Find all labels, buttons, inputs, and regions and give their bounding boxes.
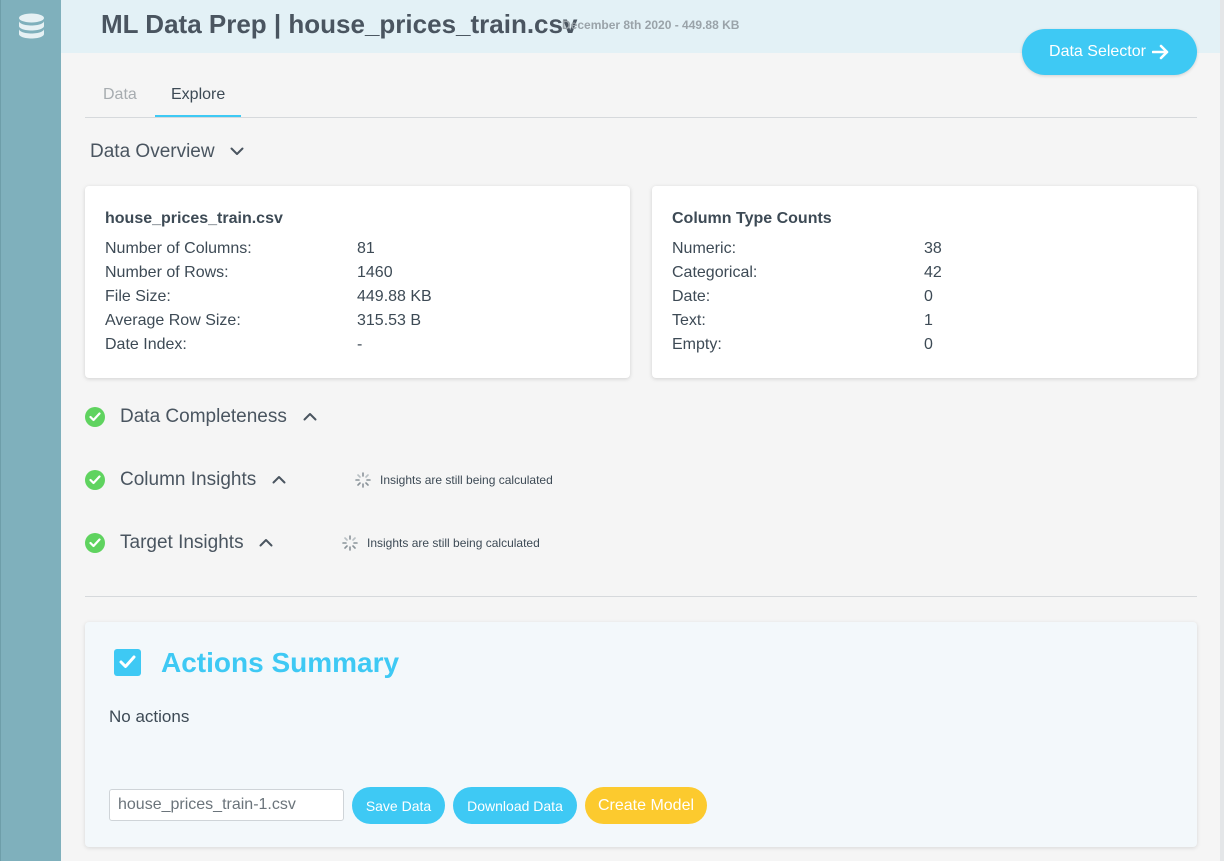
target-insights-toggle[interactable]: Target Insights bbox=[120, 532, 244, 554]
stat-label: Number of Columns: bbox=[105, 240, 252, 257]
stat-value: - bbox=[357, 336, 363, 353]
type-label: Date: bbox=[672, 288, 711, 305]
download-data-button[interactable]: Download Data bbox=[453, 787, 577, 824]
data-selector-label: Data Selector bbox=[1049, 43, 1146, 60]
save-data-button[interactable]: Save Data bbox=[352, 787, 445, 824]
stat-value: 1460 bbox=[357, 264, 393, 281]
stat-row: File Size: 449.88 KB bbox=[105, 288, 525, 312]
sidebar bbox=[0, 0, 61, 861]
stat-label: Date Index: bbox=[105, 336, 187, 353]
tab-explore[interactable]: Explore bbox=[171, 86, 226, 103]
type-label: Numeric: bbox=[672, 240, 737, 257]
type-count: 1 bbox=[924, 312, 933, 329]
data-overview-title: Data Overview bbox=[90, 141, 215, 162]
page-title: ML Data Prep | house_prices_train.csv bbox=[101, 9, 578, 39]
stat-label: Number of Rows: bbox=[105, 264, 229, 281]
check-circle-icon bbox=[85, 407, 105, 427]
tab-bar: Data Explore bbox=[85, 80, 1197, 118]
stat-value: 81 bbox=[357, 240, 375, 257]
type-row: Text: 1 bbox=[672, 312, 1092, 336]
active-tab-indicator bbox=[155, 115, 241, 117]
type-row: Empty: 0 bbox=[672, 336, 1092, 360]
file-meta: December 8th 2020 - 449.88 KB bbox=[562, 18, 740, 32]
stat-value: 449.88 KB bbox=[357, 288, 432, 305]
type-label: Categorical: bbox=[672, 264, 758, 281]
stat-value: 315.53 B bbox=[357, 312, 422, 329]
data-overview-toggle[interactable]: Data Overview bbox=[90, 141, 215, 163]
insights-status-text: Insights are still being calculated bbox=[380, 473, 553, 487]
stat-row: Number of Columns: 81 bbox=[105, 240, 525, 264]
database-icon[interactable] bbox=[18, 13, 45, 43]
file-summary-card: house_prices_train.csv Number of Columns… bbox=[85, 186, 630, 378]
actions-summary-panel: Actions Summary No actions Save Data Dow… bbox=[85, 622, 1197, 847]
section-title: Column Insights bbox=[120, 469, 257, 490]
file-stats: Number of Columns: 81 Number of Rows: 1460… bbox=[105, 240, 525, 360]
actions-checkbox[interactable] bbox=[114, 649, 141, 676]
filename-input[interactable] bbox=[109, 789, 344, 821]
chevron-down-icon[interactable] bbox=[230, 147, 244, 156]
chevron-up-icon[interactable] bbox=[259, 538, 273, 547]
type-row: Numeric: 38 bbox=[672, 240, 1092, 264]
stat-row: Date Index: - bbox=[105, 336, 525, 360]
scrollbar[interactable] bbox=[1220, 0, 1224, 861]
type-row: Categorical: 42 bbox=[672, 264, 1092, 288]
section-title: Target Insights bbox=[120, 532, 244, 553]
column-types-card: Column Type Counts Numeric: 38 Categorica… bbox=[652, 186, 1197, 378]
check-circle-icon bbox=[85, 470, 105, 490]
no-actions-text: No actions bbox=[109, 707, 190, 726]
spinner-icon bbox=[342, 535, 358, 551]
type-label: Empty: bbox=[672, 336, 722, 353]
data-selector-button[interactable]: Data Selector bbox=[1022, 29, 1197, 75]
checkmark-icon bbox=[119, 655, 136, 668]
type-card-title: Column Type Counts bbox=[672, 210, 832, 227]
arrow-right-icon bbox=[1151, 44, 1169, 60]
type-count: 0 bbox=[924, 288, 933, 305]
section-title: Data Completeness bbox=[120, 406, 287, 427]
stat-row: Number of Rows: 1460 bbox=[105, 264, 525, 288]
chevron-up-icon[interactable] bbox=[272, 475, 286, 484]
tab-data[interactable]: Data bbox=[103, 86, 137, 103]
type-count: 0 bbox=[924, 336, 933, 353]
data-completeness-toggle[interactable]: Data Completeness bbox=[120, 406, 287, 428]
check-circle-icon bbox=[85, 533, 105, 553]
spinner-icon bbox=[355, 472, 371, 488]
column-insights-toggle[interactable]: Column Insights bbox=[120, 469, 256, 491]
type-row: Date: 0 bbox=[672, 288, 1092, 312]
insights-status-text: Insights are still being calculated bbox=[367, 536, 540, 550]
create-model-button[interactable]: Create Model bbox=[585, 787, 707, 824]
page-header: ML Data Prep | house_prices_train.csv De… bbox=[61, 0, 1224, 53]
divider bbox=[85, 596, 1197, 597]
type-label: Text: bbox=[672, 312, 706, 329]
stat-row: Average Row Size: 315.53 B bbox=[105, 312, 525, 336]
chevron-up-icon[interactable] bbox=[303, 412, 317, 421]
file-card-title: house_prices_train.csv bbox=[105, 210, 283, 227]
type-count: 42 bbox=[924, 264, 942, 281]
actions-summary-title: Actions Summary bbox=[161, 647, 400, 678]
stat-label: File Size: bbox=[105, 288, 171, 305]
stat-label: Average Row Size: bbox=[105, 312, 241, 329]
type-count: 38 bbox=[924, 240, 942, 257]
type-stats: Numeric: 38 Categorical: 42 Date: 0 Text: 1 … bbox=[672, 240, 1092, 360]
